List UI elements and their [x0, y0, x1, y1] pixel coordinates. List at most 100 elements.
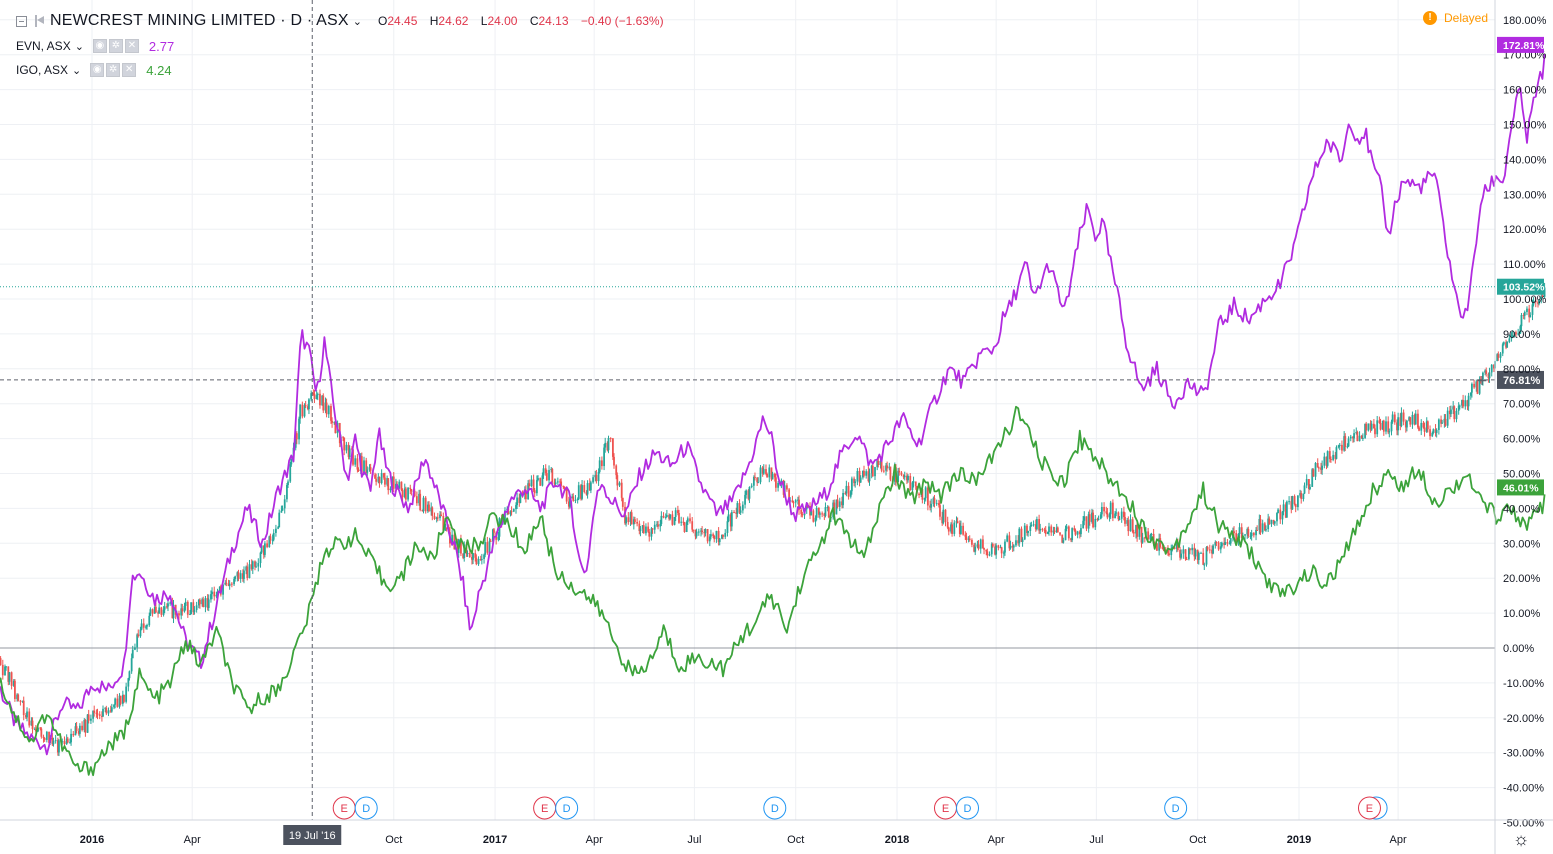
candle-body: [419, 493, 422, 511]
badge-newcrest: [1497, 278, 1544, 295]
time-axis[interactable]: 2016 Apr Oct 2017 Apr Jul Oct 2018 Apr Jul Oct 2019…: [0, 819, 1553, 846]
candle-body: [190, 602, 193, 615]
candle-body: [541, 475, 544, 486]
candle-body: [303, 405, 306, 417]
chevron-down-icon[interactable]: ⌄: [74, 40, 84, 53]
candle-body: [269, 536, 272, 541]
candle-body: [821, 513, 824, 515]
event-markers: EDEDDEDDDE: [332, 796, 1388, 820]
candle-body: [606, 442, 609, 451]
candle-body: [1240, 527, 1243, 538]
candle-body: [1056, 527, 1059, 533]
candle-body: [1402, 412, 1405, 422]
candle-body: [1429, 429, 1431, 437]
candle-body: [69, 742, 71, 744]
compare-symbol-evn[interactable]: EVN, ASX: [16, 39, 71, 53]
candle-body: [1277, 509, 1279, 513]
candle-body: [39, 727, 42, 729]
candle-body: [239, 573, 242, 579]
candle-body: [854, 481, 857, 484]
price-axis[interactable]: 180.00%170.00%160.00%150.00%140.00%130.0…: [1494, 0, 1547, 854]
close-icon[interactable]: ✕: [122, 63, 137, 77]
candle-body: [331, 420, 333, 423]
candle-body: [324, 402, 327, 411]
candle-body: [251, 561, 254, 569]
candle-body: [572, 496, 575, 501]
symbol-title[interactable]: NEWCREST MINING LIMITED · D · ASX: [50, 12, 349, 29]
compare-symbol-igo[interactable]: IGO, ASX: [16, 63, 69, 77]
candle-body: [1537, 302, 1539, 304]
ohlc-high-key: H: [429, 14, 439, 28]
candle-body: [1411, 414, 1414, 425]
candle-body: [765, 469, 767, 474]
candle-body: [333, 422, 336, 424]
candle-body: [771, 473, 774, 480]
candle-body: [967, 538, 970, 540]
chevron-down-icon[interactable]: ⌄: [352, 15, 362, 28]
candle-body: [1334, 454, 1337, 459]
candle-body: [48, 731, 50, 743]
candle-body: [1224, 542, 1227, 545]
candle-body: [377, 476, 380, 482]
candle-body: [1431, 432, 1434, 437]
flag-icon[interactable]: [35, 15, 44, 27]
candle-body: [554, 482, 557, 485]
candle-body: [125, 686, 128, 702]
candle-body: [183, 605, 186, 612]
gear-icon[interactable]: ✲: [108, 39, 123, 53]
candle-body: [694, 529, 697, 537]
candle-body: [1432, 429, 1435, 433]
candle-body: [1360, 435, 1363, 439]
candle-body: [786, 485, 788, 490]
candle-body: [1034, 524, 1037, 530]
candle-body: [1353, 433, 1355, 439]
candle-body: [1485, 370, 1488, 374]
gear-icon[interactable]: ✲: [106, 63, 121, 77]
candle-body: [37, 727, 39, 732]
candle-body: [1228, 543, 1231, 545]
settings-gear-icon[interactable]: ☼: [1512, 829, 1530, 849]
candle-body: [436, 517, 439, 519]
chevron-down-icon[interactable]: ⌄: [72, 64, 82, 77]
candle-body: [1455, 410, 1458, 420]
candle-body: [197, 599, 200, 606]
candle-body: [1294, 504, 1297, 508]
candle-body: [1343, 436, 1346, 451]
ohlc-close-key: C: [529, 14, 539, 28]
close-icon[interactable]: ✕: [124, 39, 139, 53]
compare-row-evn[interactable]: EVN, ASX ⌄ ◉ ✲ ✕ 2.77: [16, 37, 174, 55]
event-marker-e: [1357, 796, 1381, 820]
collapse-icon[interactable]: [16, 15, 27, 27]
candle-body: [1446, 410, 1449, 426]
eye-icon[interactable]: ◉: [90, 63, 105, 77]
candle-body: [710, 534, 712, 537]
candle-body: [1320, 467, 1322, 470]
candle-body: [1370, 423, 1373, 430]
candle-body: [409, 487, 412, 490]
candle-body: [997, 545, 1000, 548]
candle-body: [136, 634, 139, 648]
candle-body: [1159, 538, 1162, 548]
candle-body: [1131, 519, 1134, 533]
eye-icon[interactable]: ◉: [92, 39, 107, 53]
candle-body: [1387, 421, 1390, 433]
candle-body: [648, 531, 651, 537]
candle-body: [879, 460, 882, 466]
candle-body: [580, 485, 582, 499]
main-symbol-row[interactable]: NEWCREST MINING LIMITED · D · ASX ⌄ O24.…: [16, 11, 673, 31]
delayed-indicator[interactable]: ! Delayed: [1423, 11, 1488, 25]
candle-body: [74, 726, 77, 736]
candle-body: [290, 459, 293, 465]
candle-body: [157, 612, 159, 614]
candle-body: [386, 478, 389, 485]
candle-body: [1413, 414, 1416, 425]
candle-body: [352, 449, 354, 465]
candle-body: [682, 521, 685, 523]
candle-body: [656, 524, 658, 526]
candle-body: [668, 515, 670, 519]
x-tick-label: Apr: [184, 834, 201, 846]
candle-body: [1462, 400, 1464, 407]
compare-row-igo[interactable]: IGO, ASX ⌄ ◉ ✲ ✕ 4.24: [16, 61, 172, 79]
candle-body: [665, 515, 668, 518]
